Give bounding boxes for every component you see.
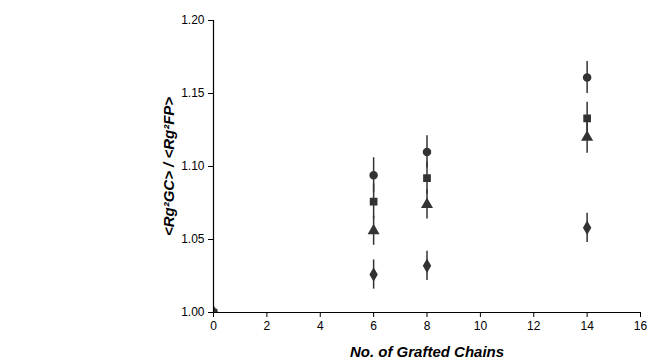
svg-text:14: 14: [580, 319, 594, 333]
svg-text:No. of Grafted Chains: No. of Grafted Chains: [350, 343, 504, 360]
svg-text:8: 8: [424, 319, 431, 333]
svg-text:6: 6: [370, 319, 377, 333]
svg-text:4: 4: [317, 319, 324, 333]
svg-text:10: 10: [474, 319, 488, 333]
svg-text:1.15: 1.15: [181, 86, 205, 100]
svg-text:16: 16: [634, 319, 648, 333]
svg-text:1.20: 1.20: [181, 13, 205, 27]
svg-text:1.00: 1.00: [181, 305, 205, 319]
svg-text:0: 0: [210, 319, 217, 333]
svg-text:1.10: 1.10: [181, 159, 205, 173]
svg-text:12: 12: [527, 319, 541, 333]
svg-text:2: 2: [264, 319, 271, 333]
svg-text:<Rg²GC> / <Rg²FP>: <Rg²GC> / <Rg²FP>: [160, 97, 177, 236]
svg-text:1.05: 1.05: [181, 232, 205, 246]
